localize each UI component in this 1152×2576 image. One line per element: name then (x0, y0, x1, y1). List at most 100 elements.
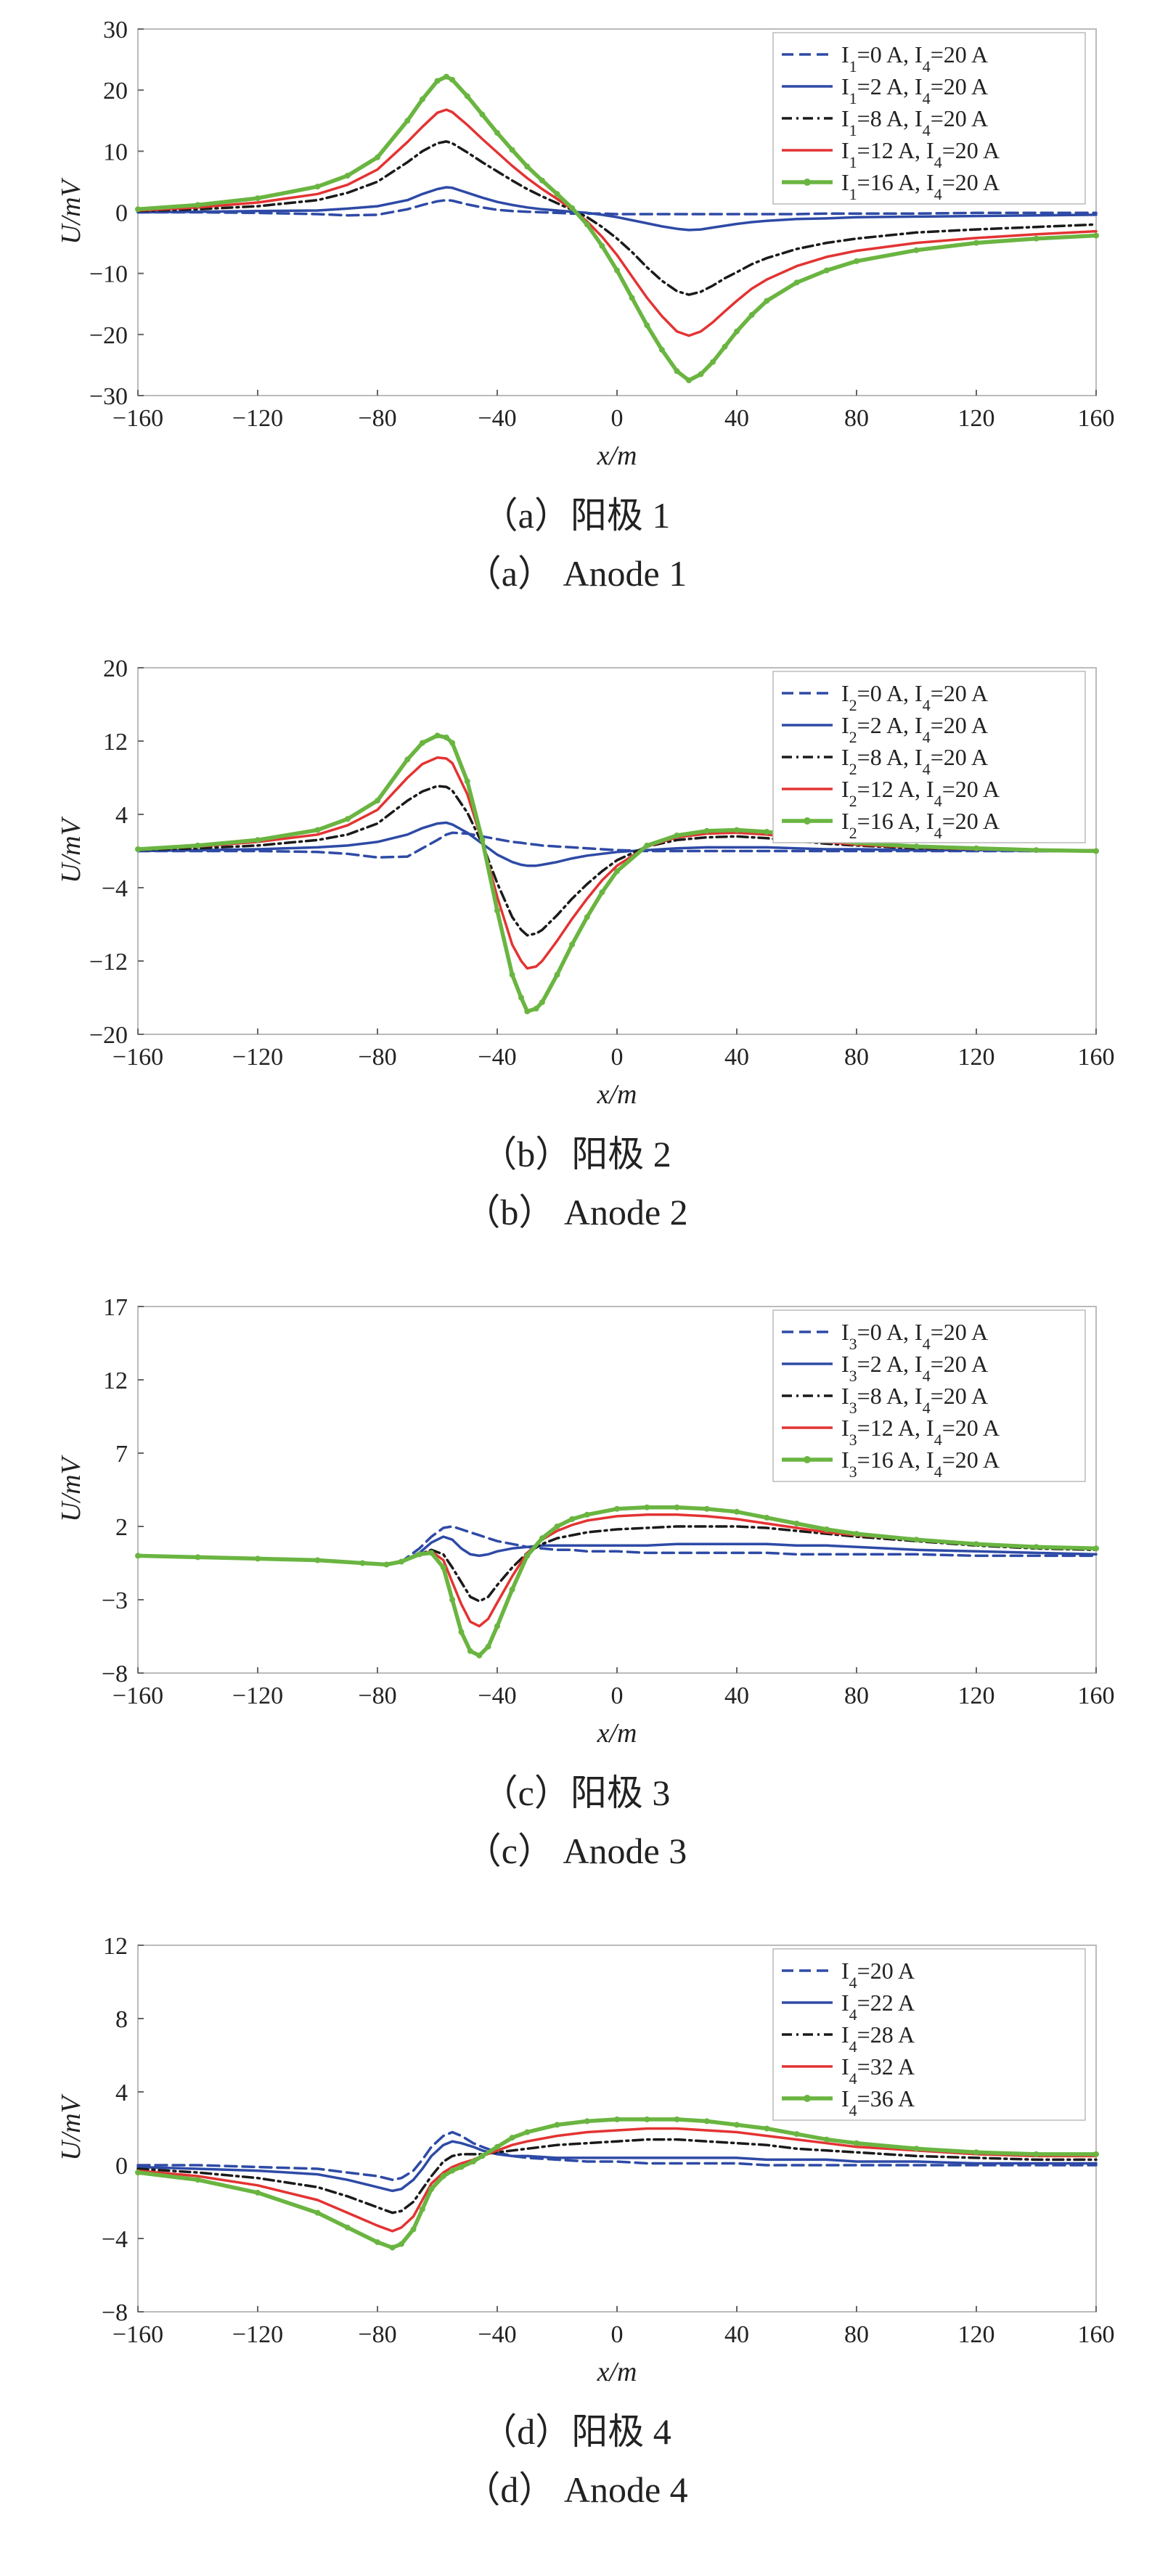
y-tick-label: 7 (115, 1441, 128, 1468)
series-line-2 (136, 821, 1098, 867)
x-tick-label: 80 (844, 1044, 869, 1071)
series-point (479, 2153, 486, 2159)
y-tick-label: −20 (89, 322, 128, 349)
x-tick-label: 160 (1078, 1682, 1115, 1709)
series-point (1033, 235, 1039, 242)
chart-panel-1: −160 −120 −80 −40 0 40 80 120 160 30 20 10 0 −10 −20 −3… (0, 0, 1152, 624)
x-tick-label: −40 (478, 405, 516, 432)
y-tick-label: −4 (102, 875, 128, 902)
x-tick-label: 80 (844, 1682, 869, 1709)
series-point (344, 2224, 351, 2231)
series-point (314, 184, 321, 190)
series-point (710, 359, 716, 365)
series-point (255, 195, 261, 202)
y-tick-label: 8 (115, 2006, 128, 2033)
x-tick-label: 40 (724, 405, 749, 432)
legend-label: I2=2 A, I4=20 A (841, 712, 988, 746)
series-point (973, 2149, 979, 2156)
series-point (584, 221, 590, 228)
series-line-4 (136, 2127, 1098, 2233)
series-point (614, 1505, 620, 1512)
series-point (470, 2159, 476, 2164)
y-axis-label: U/mV (56, 816, 86, 883)
series-line-3 (136, 140, 1098, 296)
x-tick-label: 80 (844, 405, 869, 432)
series-point (524, 1008, 531, 1015)
series-point (509, 2135, 515, 2141)
x-tick-label: −40 (478, 1682, 516, 1709)
x-tick-label: 0 (611, 2321, 624, 2348)
series-point (764, 298, 770, 304)
series-point (629, 295, 635, 301)
x-tick-label: 40 (724, 1682, 749, 1709)
series-point (823, 2136, 830, 2143)
chart-svg: −160 −120 −80 −40 0 40 80 120 160 17 12 7 2 −3 −8 x/m U/… (56, 1294, 1115, 1749)
y-tick-label: 12 (103, 1367, 128, 1394)
series-point (479, 111, 486, 118)
legend-label: I3=16 A, I4=20 A (841, 1447, 1000, 1481)
series-point (399, 2241, 404, 2247)
series-point (554, 191, 560, 197)
series-point (1033, 2151, 1039, 2157)
series-point (1033, 1544, 1039, 1550)
series-point (599, 242, 605, 249)
series-point (703, 2118, 710, 2125)
series-point (734, 827, 740, 833)
series-point (419, 740, 425, 746)
series-point (644, 842, 650, 849)
series-point (554, 971, 560, 978)
series-point (539, 999, 545, 1005)
series-line-3 (136, 2138, 1098, 2215)
series-point (674, 368, 680, 375)
series-point (764, 829, 770, 835)
series-point (823, 267, 830, 274)
y-tick-label: 20 (103, 655, 128, 682)
series-point (524, 163, 531, 170)
series-point (383, 1561, 390, 1568)
legend-label: I2=12 A, I4=20 A (841, 776, 1000, 810)
series-point (399, 1558, 404, 1565)
series-line-5 (136, 74, 1098, 383)
x-tick-label: 160 (1078, 2321, 1115, 2348)
x-tick-label: −120 (232, 2321, 283, 2348)
series-point (479, 837, 486, 843)
series-point (428, 2185, 435, 2192)
y-tick-label: −20 (89, 1022, 128, 1049)
series-point (440, 1564, 446, 1571)
y-tick-label: −8 (102, 1661, 128, 1688)
legend-label: I2=16 A, I4=20 A (841, 808, 1000, 842)
series-point (449, 2167, 456, 2174)
series-point (476, 1652, 483, 1659)
series-point (1093, 2151, 1099, 2157)
chart-svg: −160 −120 −80 −40 0 40 80 120 160 20 12 4 −4 −12 −20 x/… (56, 655, 1115, 1110)
series-point (389, 2244, 396, 2251)
legend-label: I3=8 A, I4=20 A (841, 1383, 988, 1417)
y-tick-label: 4 (115, 802, 128, 829)
series-point (569, 1516, 576, 1522)
series-point (674, 2116, 680, 2122)
legend-marker (804, 2095, 811, 2102)
series-point (255, 2189, 261, 2196)
series-point (793, 1521, 800, 1526)
series-line-5 (136, 2117, 1098, 2250)
series-point (494, 1623, 500, 1630)
x-tick-label: 160 (1078, 405, 1115, 432)
series-point (674, 1504, 680, 1510)
x-axis-label: x/m (597, 441, 637, 471)
series-point (973, 845, 979, 851)
x-tick-label: 120 (958, 1682, 995, 1709)
legend-label: I4=28 A (841, 2021, 915, 2056)
x-tick-label: −40 (478, 1044, 516, 1071)
series-point (434, 78, 441, 84)
series-point (419, 96, 425, 102)
legend-box (772, 1948, 1086, 2121)
x-tick-label: 160 (1078, 1044, 1115, 1071)
legend-label: I4=20 A (841, 1958, 915, 1992)
legend: I1=0 A, I4=20 AI1=2 A, I4=20 AI1=8 A, I4… (772, 32, 1086, 205)
legend-label: I1=0 A, I4=20 A (841, 41, 988, 75)
x-tick-label: −120 (232, 1682, 283, 1709)
series-point (539, 177, 545, 184)
y-tick-label: −30 (89, 383, 128, 410)
caption-english: （b） Anode 2 (464, 1192, 688, 1232)
